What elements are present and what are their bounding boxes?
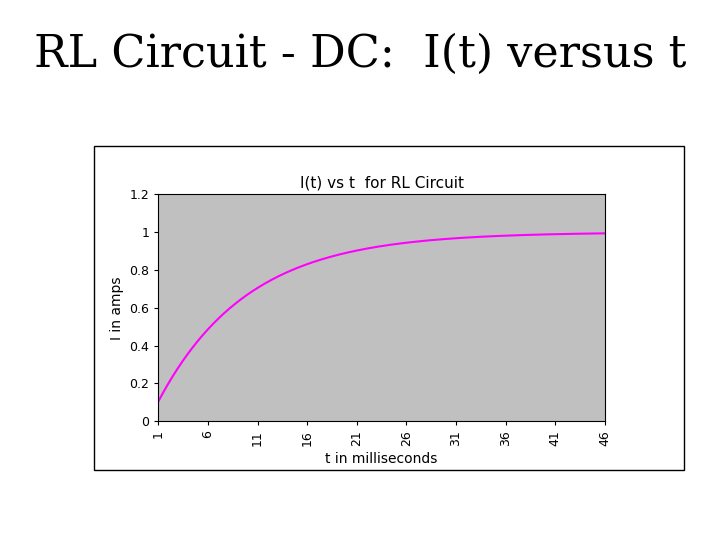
Text: RL Circuit - DC:  I(t) versus t: RL Circuit - DC: I(t) versus t <box>34 32 686 76</box>
X-axis label: t in milliseconds: t in milliseconds <box>325 451 438 465</box>
Title: I(t) vs t  for RL Circuit: I(t) vs t for RL Circuit <box>300 176 464 191</box>
Y-axis label: I in amps: I in amps <box>110 276 124 340</box>
